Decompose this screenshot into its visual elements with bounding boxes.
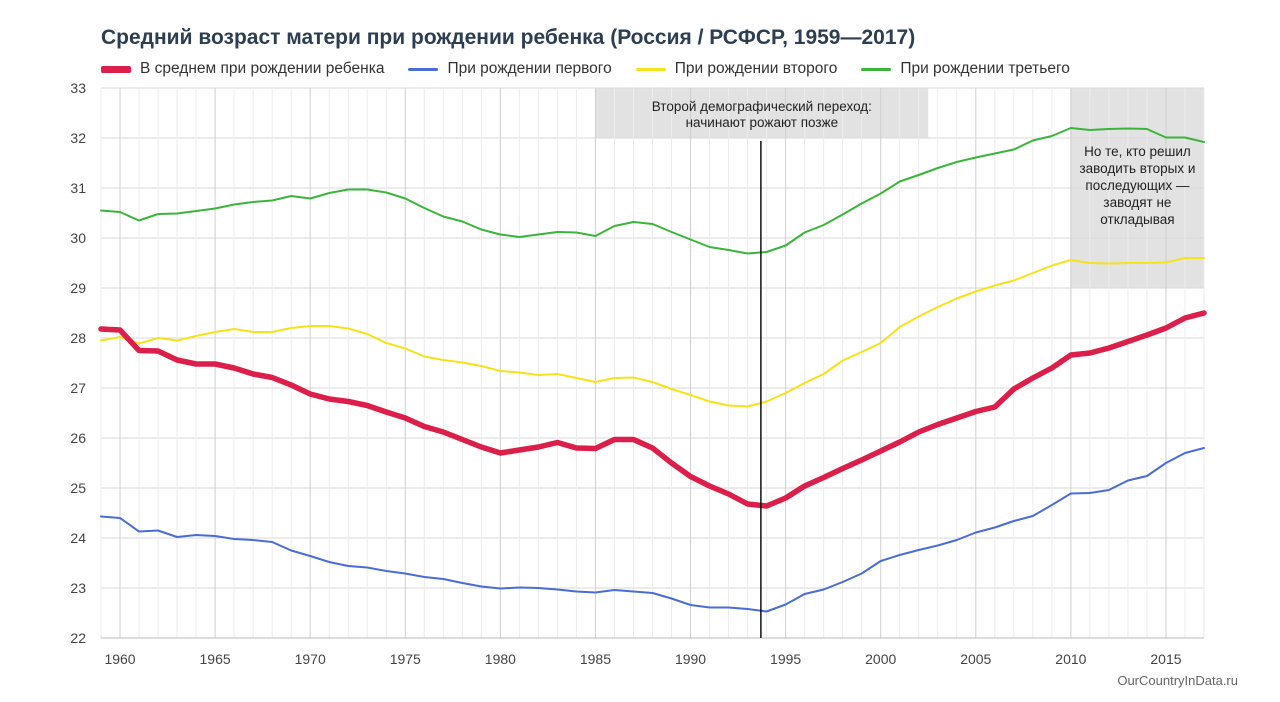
x-tick-label: 1995 <box>770 651 801 667</box>
legend-swatch-second <box>635 67 666 71</box>
x-tick-label: 2010 <box>1055 651 1086 667</box>
legend-label-second: При рождении второго <box>674 60 838 77</box>
annotation-text-2: Но те, кто решил заводить вторых и последу… <box>1079 144 1195 227</box>
legend-item-first: При рождении первого <box>408 60 612 78</box>
y-tick-label: 22 <box>70 630 86 646</box>
x-tick-label: 1960 <box>104 651 135 667</box>
y-tick-label: 23 <box>70 580 86 596</box>
y-tick-label: 24 <box>70 530 86 546</box>
legend-label-third: При рождении третьего <box>900 60 1070 77</box>
y-tick-label: 32 <box>70 130 86 146</box>
legend-item-third: При рождении третьего <box>861 60 1070 78</box>
chart-title: Средний возраст матери при рождении ребе… <box>101 26 916 49</box>
x-tick-label: 1970 <box>295 651 326 667</box>
series-line-third <box>100 127 1205 255</box>
legend-swatch-average <box>101 65 131 73</box>
x-tick-label: 2005 <box>960 651 991 667</box>
annotation-text-1: Второй демографический переход: начинают … <box>652 99 872 130</box>
y-tick-label: 30 <box>70 230 86 246</box>
y-tick-label: 31 <box>70 180 86 196</box>
y-tick-label: 27 <box>70 380 86 396</box>
y-tick-label: 33 <box>70 80 86 96</box>
source-credit: OurCountryInData.ru <box>1117 673 1238 688</box>
x-tick-label: 2000 <box>865 651 896 667</box>
legend-item-second: При рождении второго <box>635 60 838 78</box>
annotation-band-1 <box>595 88 929 138</box>
legend-swatch-third <box>861 67 892 71</box>
series-line-second <box>100 257 1205 408</box>
x-tick-label: 1985 <box>580 651 611 667</box>
y-tick-label: 29 <box>70 280 86 296</box>
series-line-first <box>100 447 1205 613</box>
x-tick-label: 1980 <box>485 651 516 667</box>
y-tick-label: 28 <box>70 330 86 346</box>
x-tick-label: 1990 <box>675 651 706 667</box>
legend-item-average: В среднем при рождении ребенка <box>101 60 384 78</box>
legend-label-first: При рождении первого <box>447 60 612 77</box>
x-tick-label: 2015 <box>1150 651 1181 667</box>
legend-swatch-first <box>408 67 439 71</box>
y-tick-label: 25 <box>70 480 86 496</box>
x-tick-label: 1965 <box>200 651 231 667</box>
y-tick-label: 26 <box>70 430 86 446</box>
series-line-average <box>98 310 1207 509</box>
legend-label-average: В среднем при рождении ребенка <box>140 60 385 77</box>
chart-legend: В среднем при рождении ребенка При рожде… <box>101 58 1094 80</box>
x-tick-label: 1975 <box>390 651 421 667</box>
